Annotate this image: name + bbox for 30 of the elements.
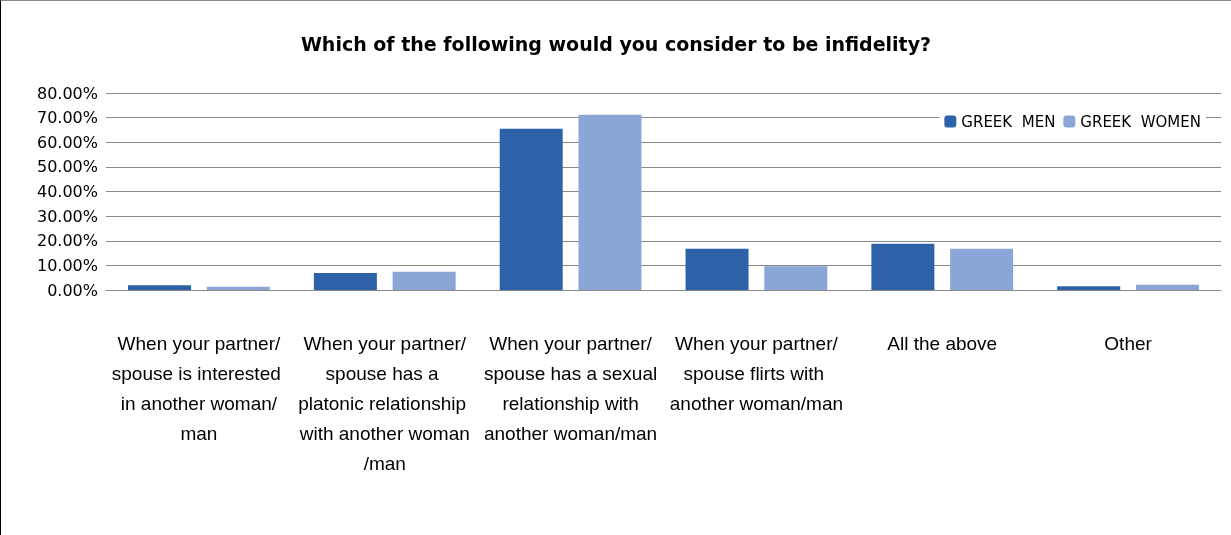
x-tick-label: When your partner/spouse flirts with another woman/man xyxy=(669,332,844,414)
bar xyxy=(950,248,1014,290)
bar xyxy=(313,273,377,290)
bar xyxy=(1057,286,1121,290)
bar xyxy=(206,286,270,290)
y-tick-label: 40.00% xyxy=(36,182,98,201)
x-tick-label: When your partner/spouse has a sexual relationship with another woman/man xyxy=(483,332,658,444)
bar xyxy=(128,285,192,290)
bar xyxy=(392,271,456,290)
legend-label: GREEK WOMEN xyxy=(1080,112,1201,131)
y-tick-label: 50.00% xyxy=(36,157,98,177)
y-tick-label: 0.00% xyxy=(47,280,98,300)
x-tick-label: When your partner/spouse is interested in another woman/man xyxy=(111,332,287,444)
bar xyxy=(499,128,563,290)
y-tick-label: 80.00% xyxy=(36,83,98,103)
y-tick-label: 20.00% xyxy=(36,231,98,251)
bar xyxy=(871,243,935,290)
bar xyxy=(1135,284,1199,290)
x-tick-label: Other xyxy=(1104,332,1153,354)
y-tick-label: 30.00% xyxy=(36,206,98,226)
y-tick-label: 10.00% xyxy=(36,255,98,275)
x-tick-label: When your partner/spouse has a platonic relationship with another woman/man xyxy=(298,332,472,474)
x-tick-label: All the above xyxy=(887,332,998,354)
legend-label: GREEK MEN xyxy=(961,112,1056,131)
y-tick-label: 60.00% xyxy=(36,132,98,152)
bar xyxy=(578,114,642,290)
bar xyxy=(685,248,749,290)
y-tick-label: 70.00% xyxy=(36,108,98,128)
bar xyxy=(764,266,828,290)
chart-title: Which of the following would you consider to be infidelity? xyxy=(300,32,932,55)
